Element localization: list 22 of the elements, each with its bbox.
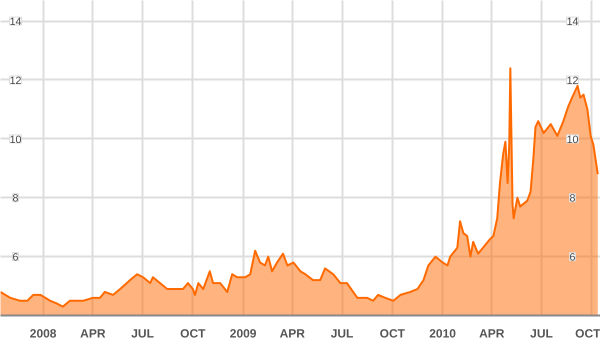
x-tick-label: JUL bbox=[131, 326, 154, 340]
y2-tick-label: 6 bbox=[570, 252, 576, 264]
y-tick-label: 6 bbox=[12, 252, 19, 264]
x-tick-label: 2008 bbox=[30, 326, 57, 340]
x-tick-label: OCT bbox=[180, 326, 206, 340]
x-tick-label: 2010 bbox=[429, 326, 456, 340]
y2-tick-label: 8 bbox=[570, 192, 576, 205]
x-tick-label: APR bbox=[80, 326, 106, 340]
y-tick-label: 14 bbox=[10, 16, 22, 28]
y-tick-label: 10 bbox=[10, 134, 22, 146]
y-tick-label: 12 bbox=[10, 74, 22, 87]
x-tick-label: 2009 bbox=[230, 326, 257, 340]
x-tick-label: OCT bbox=[380, 326, 406, 340]
y2-tick-label: 14 bbox=[566, 16, 578, 28]
x-tick-label: OCT bbox=[575, 326, 600, 340]
y2-tick-label: 12 bbox=[566, 74, 578, 87]
y-tick-label: 8 bbox=[12, 192, 19, 205]
x-tick-label: APR bbox=[280, 326, 306, 340]
x-tick-label: JUL bbox=[330, 326, 354, 340]
y2-tick-label: 10 bbox=[566, 134, 578, 146]
x-tick-label: APR bbox=[479, 326, 505, 340]
x-tick-label: JUL bbox=[530, 326, 553, 340]
